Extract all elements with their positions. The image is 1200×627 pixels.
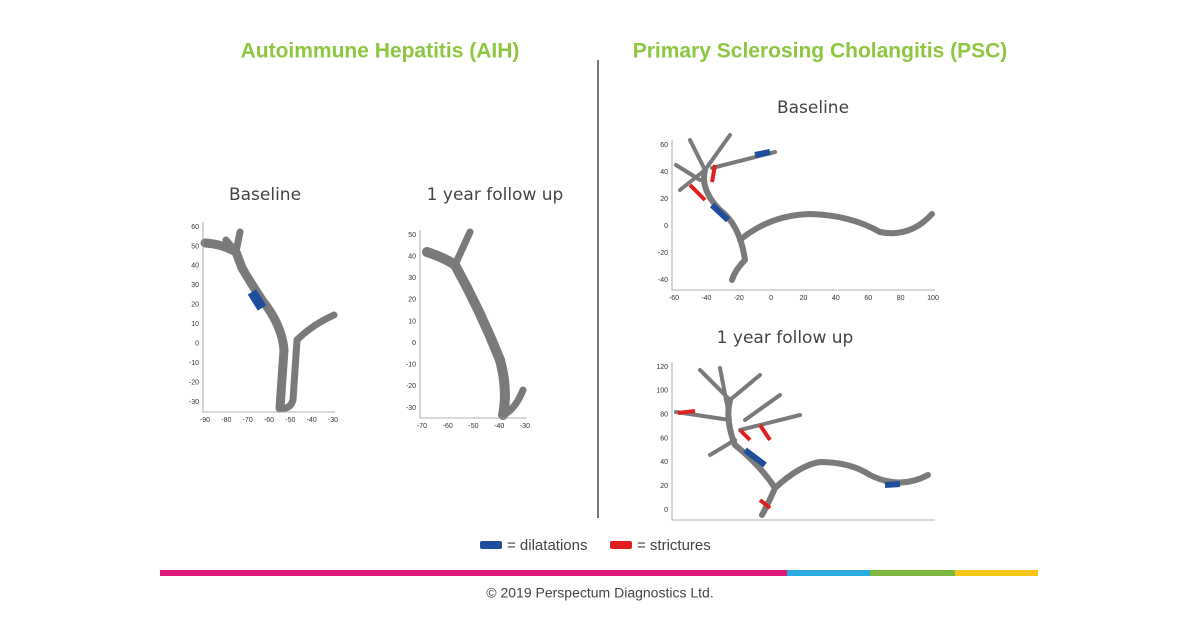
legend-label: = strictures xyxy=(637,537,711,554)
right-title: Primary Sclerosing Cholangitis (PSC) xyxy=(633,40,1008,63)
x-tick-label: 80 xyxy=(897,295,905,302)
x-tick-label: -20 xyxy=(734,295,744,302)
x-tick-label: -80 xyxy=(221,417,231,424)
x-tick-label: -90 xyxy=(200,417,210,424)
brand-bar xyxy=(160,570,787,576)
dilatation xyxy=(247,289,267,311)
duct-renderings xyxy=(200,133,935,518)
x-tick-label: -30 xyxy=(328,417,338,424)
x-tick-label: -70 xyxy=(243,417,253,424)
duct xyxy=(200,238,289,413)
legend-swatch xyxy=(480,541,502,549)
x-tick-label: -60 xyxy=(443,423,453,430)
axis xyxy=(202,222,335,413)
y-tick-label: -10 xyxy=(406,362,416,369)
x-tick-label: -40 xyxy=(307,417,317,424)
x-tick-label: -50 xyxy=(285,417,295,424)
x-tick-label: -70 xyxy=(417,423,427,430)
stricture xyxy=(688,164,717,202)
duct xyxy=(701,167,935,283)
y-tick-label: -30 xyxy=(406,405,416,412)
dilatation xyxy=(743,447,901,488)
y-tick-label: 10 xyxy=(191,321,199,328)
y-tick-label: 30 xyxy=(408,275,416,282)
x-tick-label: -60 xyxy=(264,417,274,424)
panel-label: 1 year follow up xyxy=(427,185,564,205)
duct xyxy=(222,228,338,412)
y-tick-label: -20 xyxy=(406,383,416,390)
y-tick-label: 50 xyxy=(191,243,199,250)
y-tick-label: -20 xyxy=(189,379,199,386)
x-tick-label: 40 xyxy=(832,295,840,302)
panel-label: Baseline xyxy=(777,98,849,118)
x-tick-label: 0 xyxy=(769,295,773,302)
duct xyxy=(674,366,802,457)
y-tick-label: 80 xyxy=(660,412,668,419)
y-tick-label: 120 xyxy=(656,364,668,371)
y-tick-label: -10 xyxy=(189,360,199,367)
x-tick-label: 20 xyxy=(800,295,808,302)
brand-bar xyxy=(955,570,1038,576)
brand-bar xyxy=(787,570,870,576)
y-tick-label: 20 xyxy=(660,196,668,203)
axis xyxy=(671,362,935,521)
duct xyxy=(674,133,777,192)
panel-label: Baseline xyxy=(229,185,301,205)
y-tick-label: 60 xyxy=(191,224,199,231)
y-tick-label: -30 xyxy=(189,399,199,406)
legend-swatch xyxy=(610,541,632,549)
y-tick-label: 0 xyxy=(664,507,668,514)
y-tick-label: 50 xyxy=(408,232,416,239)
y-tick-label: 30 xyxy=(191,282,199,289)
legend-label: = dilatations xyxy=(507,537,587,554)
footer: © 2019 Perspectum Diagnostics Ltd. xyxy=(486,585,713,601)
y-tick-label: 0 xyxy=(664,223,668,230)
axis xyxy=(419,230,527,419)
y-tick-label: -40 xyxy=(658,277,668,284)
stricture xyxy=(677,409,772,510)
y-tick-label: 60 xyxy=(660,435,668,442)
y-tick-label: 40 xyxy=(660,459,668,466)
duct xyxy=(422,247,510,420)
y-tick-label: 40 xyxy=(408,253,416,260)
duct xyxy=(451,228,527,419)
x-tick-label: 100 xyxy=(927,295,939,302)
y-tick-label: 20 xyxy=(660,483,668,490)
y-tick-label: 10 xyxy=(408,318,416,325)
y-tick-label: 0 xyxy=(195,341,199,348)
panel-label: 1 year follow up xyxy=(717,328,854,348)
y-tick-label: 60 xyxy=(660,142,668,149)
y-tick-label: 20 xyxy=(191,302,199,309)
y-tick-label: 40 xyxy=(660,169,668,176)
x-tick-label: -40 xyxy=(701,295,711,302)
x-tick-label: -40 xyxy=(494,423,504,430)
dilatation xyxy=(709,149,771,223)
y-tick-label: -20 xyxy=(658,250,668,257)
axis xyxy=(671,140,935,291)
y-tick-label: 0 xyxy=(412,340,416,347)
y-tick-label: 20 xyxy=(408,297,416,304)
y-tick-label: 100 xyxy=(656,388,668,395)
x-tick-label: 60 xyxy=(864,295,872,302)
y-tick-label: 40 xyxy=(191,263,199,270)
x-tick-label: -30 xyxy=(520,423,530,430)
x-tick-label: -50 xyxy=(468,423,478,430)
x-tick-label: -60 xyxy=(669,295,679,302)
brand-bar xyxy=(870,570,955,576)
left-title: Autoimmune Hepatitis (AIH) xyxy=(241,40,520,63)
